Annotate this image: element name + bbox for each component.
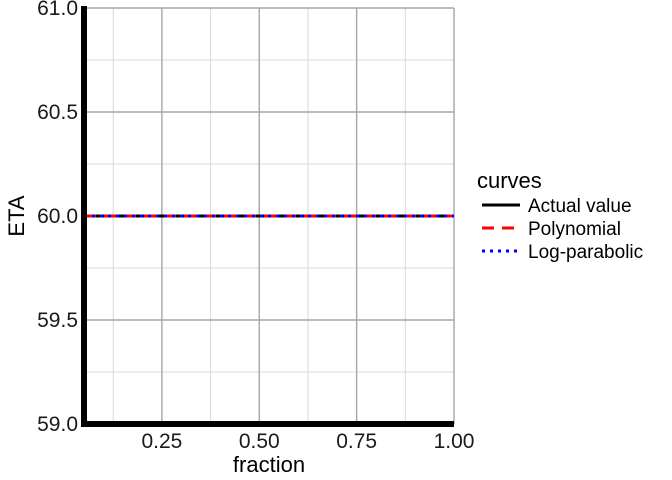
x-tick-labels: 0.25 0.50 0.75 1.00	[141, 430, 474, 453]
legend: curves Actual valuePolynomialLog-parabol…	[477, 168, 643, 263]
legend-title: curves	[477, 168, 542, 193]
y-tick-label: 60.5	[37, 101, 78, 124]
x-axis-title: fraction	[233, 452, 305, 477]
x-tick-label: 1.00	[434, 430, 475, 453]
y-axis-title: ETA	[4, 195, 29, 236]
y-tick-label: 60.0	[37, 205, 78, 228]
y-tick-label: 59.0	[37, 413, 78, 436]
y-tick-labels: 59.0 59.5 60.0 60.5 61.0	[37, 0, 78, 436]
y-tick-label: 61.0	[37, 0, 78, 20]
legend-label: Actual value	[528, 196, 632, 217]
legend-label: Log-parabolic	[528, 242, 643, 263]
y-tick-label: 59.5	[37, 309, 78, 332]
x-tick-label: 0.50	[239, 430, 280, 453]
x-tick-label: 0.75	[336, 430, 377, 453]
x-tick-label: 0.25	[141, 430, 182, 453]
legend-label: Polynomial	[528, 219, 621, 240]
